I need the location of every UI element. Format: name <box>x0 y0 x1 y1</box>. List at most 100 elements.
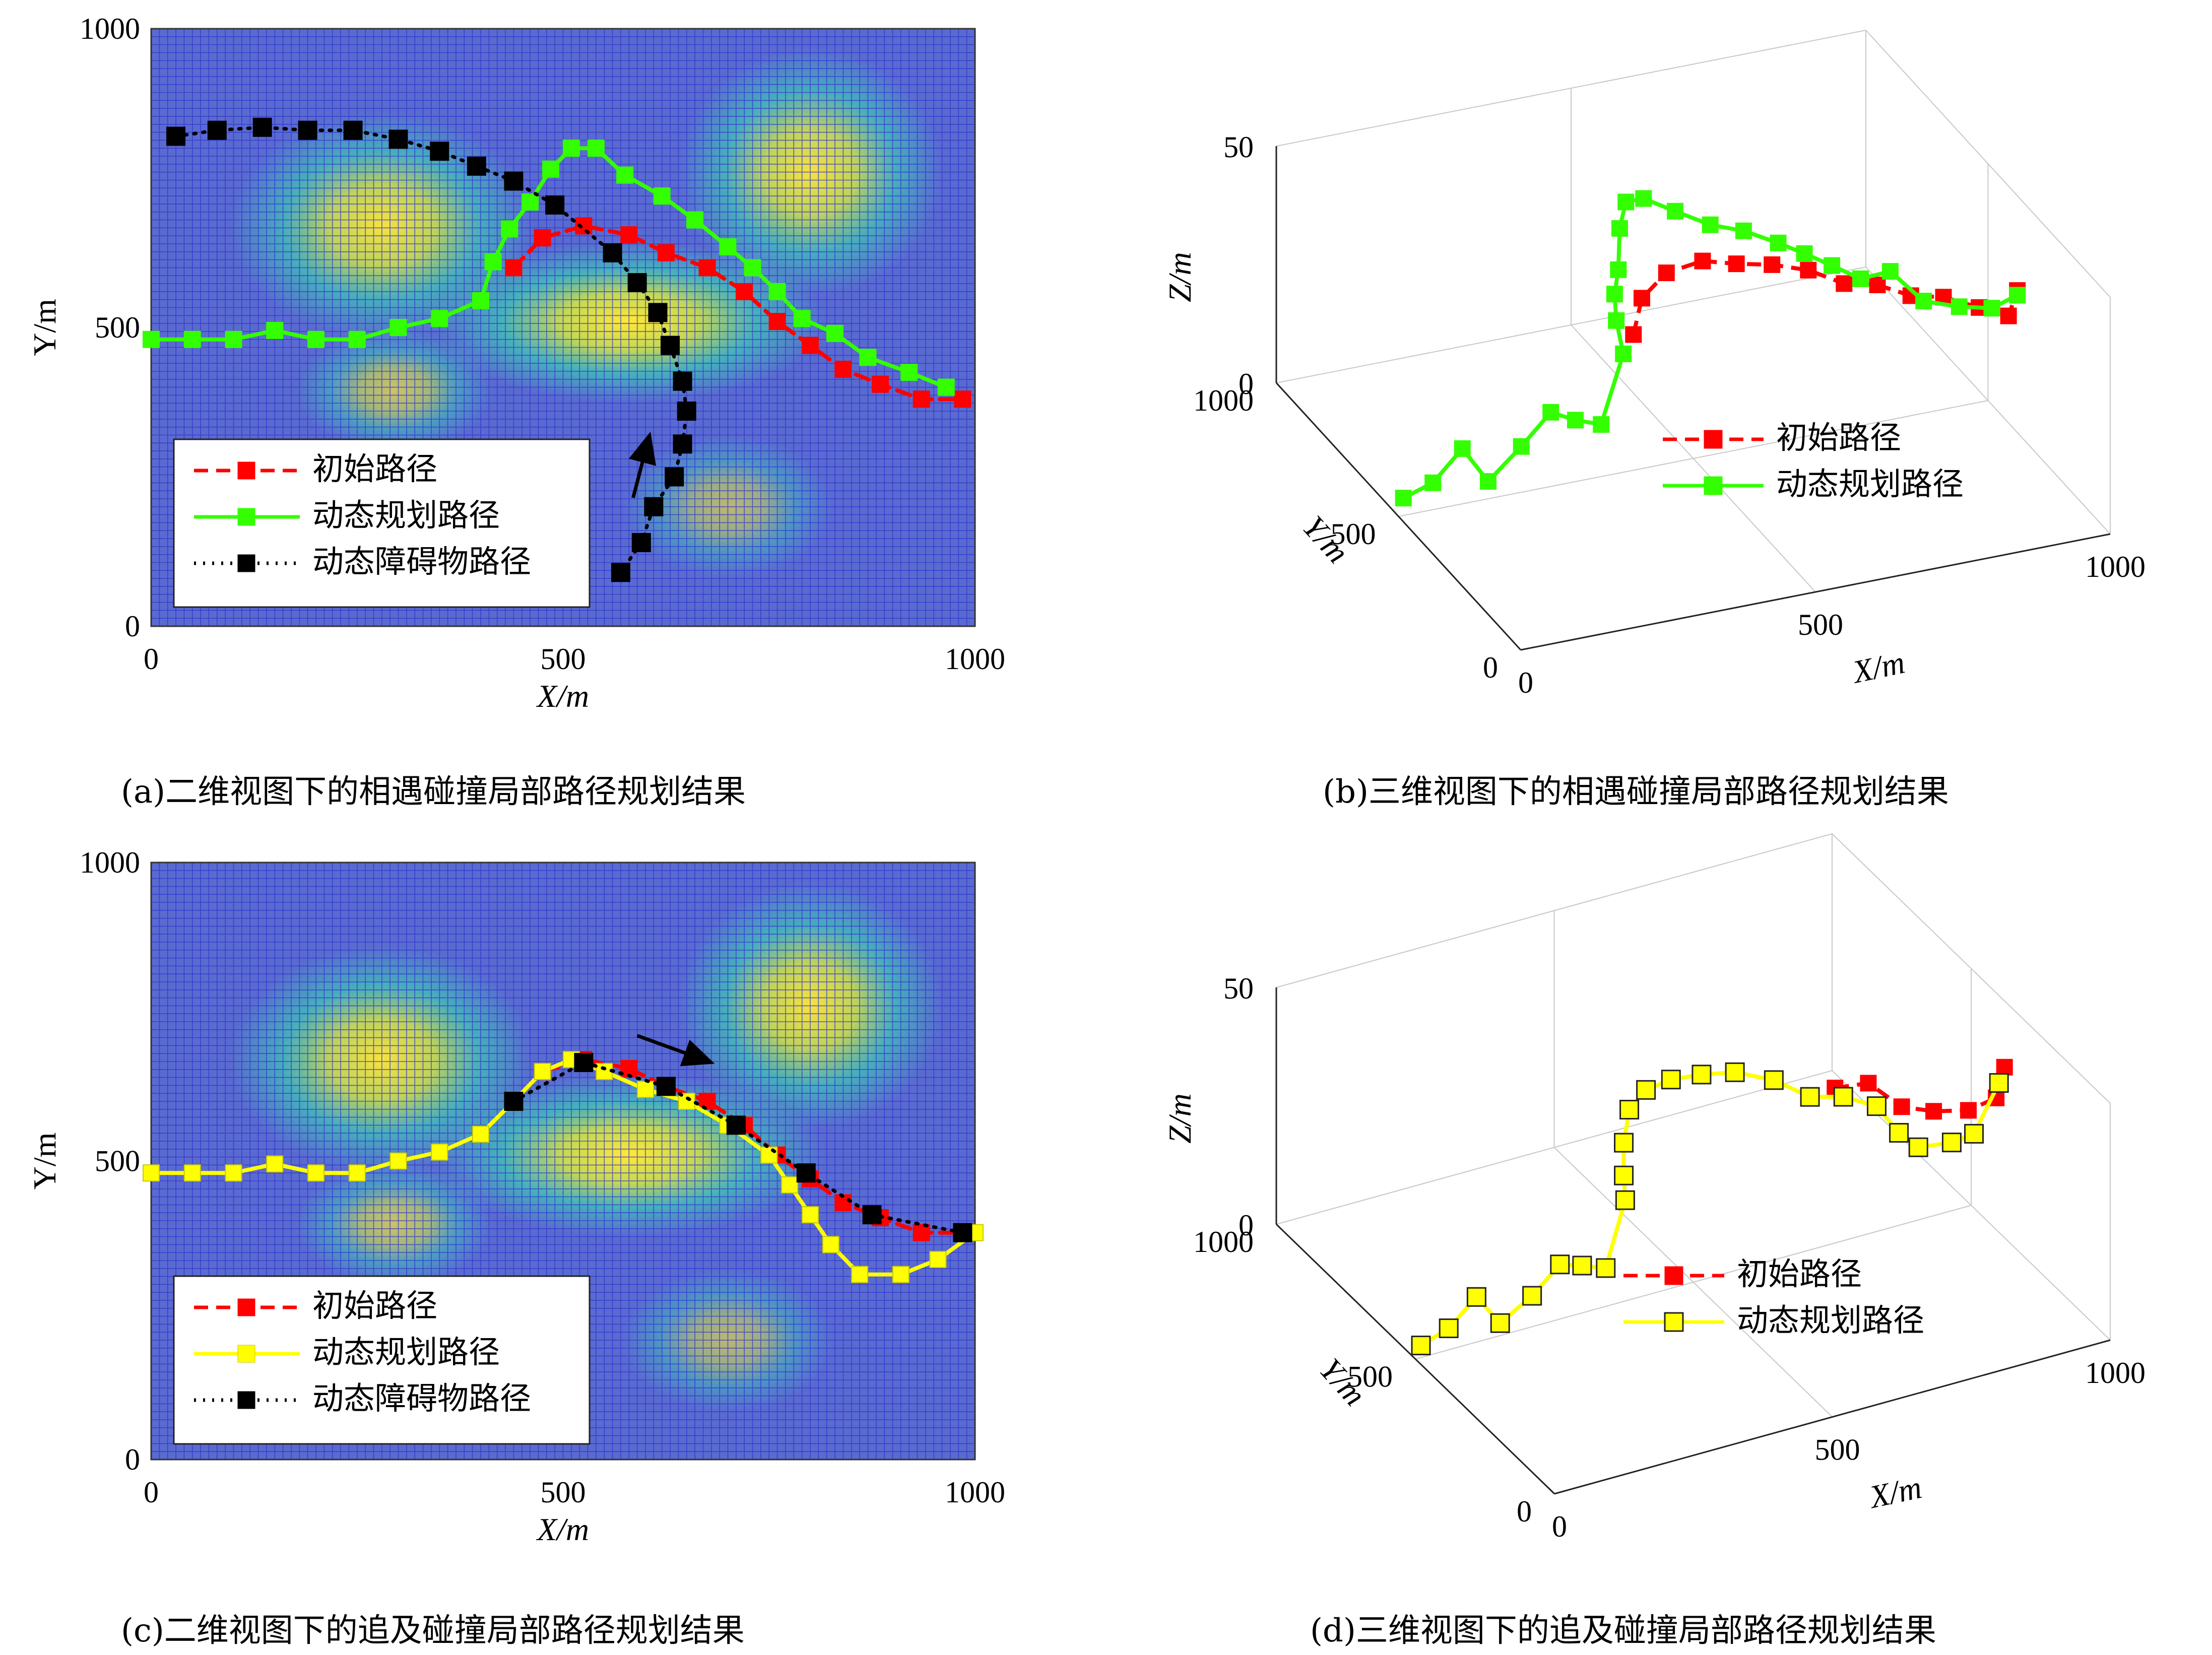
data-point <box>505 259 523 277</box>
data-point <box>1617 193 1635 211</box>
data-point <box>431 1143 448 1161</box>
data-point <box>657 244 675 261</box>
series-line <box>1402 196 2019 500</box>
data-point <box>574 1052 594 1072</box>
x-tick-label: 1000 <box>2085 1356 2145 1389</box>
legend-marker <box>237 1345 255 1363</box>
data-point <box>796 1163 816 1183</box>
legend-label: 动态规划路径 <box>1776 466 1964 502</box>
data-point <box>504 1092 524 1111</box>
data-point <box>822 1236 839 1253</box>
x-tick-label: 0 <box>1518 666 1533 699</box>
data-point <box>343 120 363 140</box>
wall-gridline <box>1865 267 2111 535</box>
data-point <box>1800 261 1817 279</box>
data-point <box>348 330 366 348</box>
y-tick-label: 0 <box>1517 1495 1532 1528</box>
legend-marker <box>237 508 255 526</box>
data-point <box>1925 1103 1942 1120</box>
data-point <box>143 1164 160 1182</box>
data-point <box>1702 216 1719 233</box>
x-tick-label: 1000 <box>945 1476 1005 1509</box>
data-point <box>1634 290 1650 307</box>
series-动态障碍物路径 <box>166 117 696 582</box>
y-tick-label: 500 <box>95 1145 140 1178</box>
data-point <box>1424 474 1442 491</box>
data-point <box>1941 1133 1962 1153</box>
data-point <box>266 321 284 339</box>
legend-label: 动态规划路径 <box>312 497 500 534</box>
data-point <box>744 259 761 277</box>
data-point <box>252 117 272 137</box>
caption-c: (c)二维视图下的追及碰撞局部路径规划结果 <box>121 1612 745 1649</box>
series-动态规划路径 <box>1411 1062 2009 1356</box>
data-point <box>1989 1073 2009 1093</box>
data-point <box>954 390 971 408</box>
y-tick-label: 1000 <box>80 12 140 45</box>
data-point <box>1479 473 1497 490</box>
y-axis-label: Y/m <box>27 1133 62 1190</box>
data-point <box>1658 264 1675 282</box>
data-point <box>587 140 605 157</box>
data-point <box>1691 1065 1712 1085</box>
legend-label: 初始路径 <box>312 450 437 487</box>
data-point <box>143 330 160 348</box>
data-point <box>661 336 680 355</box>
x-axis <box>1554 1339 2111 1495</box>
data-point <box>913 390 930 408</box>
y-tick-label: 500 <box>1331 517 1376 551</box>
data-point <box>719 238 737 255</box>
y-axis-label: Y/m <box>27 299 62 356</box>
data-point <box>1852 270 1869 287</box>
data-point <box>504 171 524 191</box>
caption-d: (d)三维视图下的追及碰撞局部路径规划结果 <box>1310 1612 1936 1649</box>
data-point <box>1725 1062 1745 1082</box>
data-point <box>1824 257 1841 274</box>
y-tick-label: 0 <box>1483 651 1498 684</box>
data-point <box>1619 1100 1640 1120</box>
data-point <box>484 253 502 271</box>
data-point <box>631 533 651 552</box>
legend-marker <box>237 461 255 480</box>
data-point <box>1869 277 1886 293</box>
plot-frame <box>150 862 976 1461</box>
data-point <box>1572 1255 1592 1276</box>
data-point <box>673 434 692 454</box>
legend-marker <box>237 554 255 572</box>
x-tick-label: 1000 <box>2085 550 2145 583</box>
data-point <box>802 1206 819 1224</box>
data-point <box>656 1077 676 1096</box>
data-point <box>1490 1313 1510 1333</box>
wall-gridline <box>1276 1070 1833 1225</box>
legend-marker <box>1704 476 1723 495</box>
data-point <box>389 1152 407 1170</box>
data-point <box>1735 222 1752 239</box>
data-point <box>834 1194 852 1212</box>
data-point <box>225 1164 242 1182</box>
data-point <box>1908 1137 1928 1157</box>
data-point <box>768 283 786 300</box>
data-point <box>1522 1286 1542 1306</box>
z-axis-label: Z/m <box>1162 1093 1198 1144</box>
data-point <box>562 140 580 157</box>
data-point <box>1796 245 1813 262</box>
x-axis-label: X/m <box>536 1511 589 1547</box>
data-point <box>1960 1102 1977 1119</box>
wall-gridline <box>1832 833 2111 1104</box>
legend-marker <box>1664 1266 1683 1285</box>
data-point <box>1395 490 1412 507</box>
y-tick-label: 0 <box>125 1443 140 1476</box>
data-point <box>1833 1087 1853 1107</box>
x-axis-label: X/m <box>1848 644 1908 691</box>
data-point <box>1411 1336 1431 1356</box>
heat-layer <box>151 863 975 1460</box>
data-point <box>1915 293 1932 310</box>
data-point <box>620 226 638 244</box>
